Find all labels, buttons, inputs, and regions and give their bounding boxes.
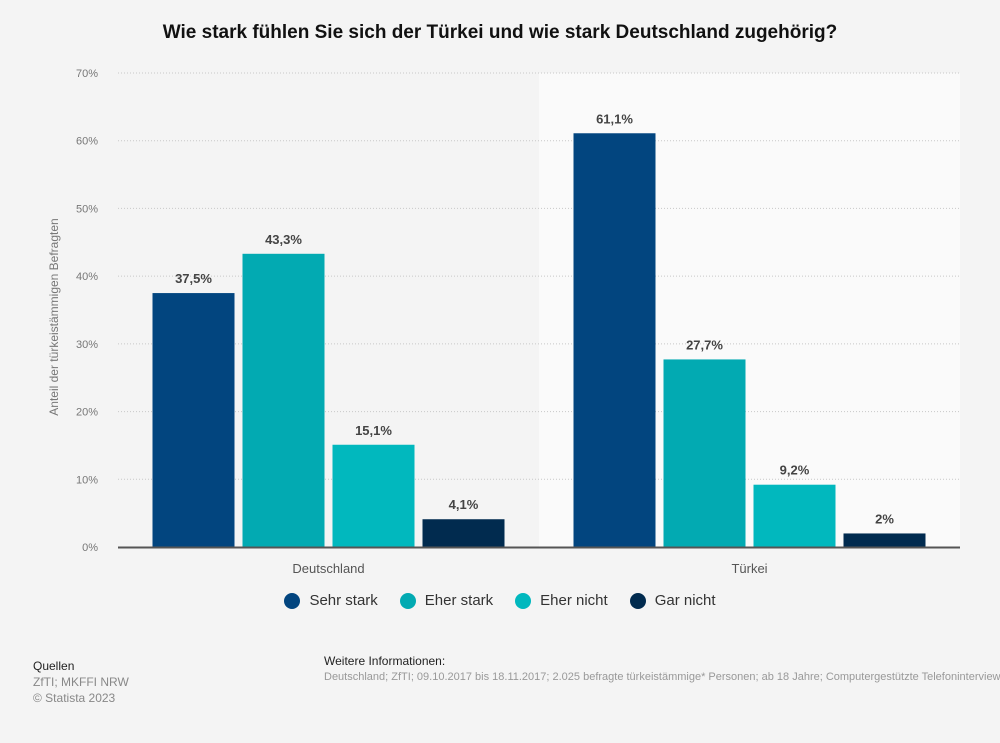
y-tick-label: 10%: [76, 474, 98, 486]
data-label: 4,1%: [449, 497, 479, 512]
legend-item-eher-stark[interactable]: Eher stark: [399, 592, 494, 609]
info-text: Deutschland; ZfTI; 09.10.2017 bis 18.11.…: [324, 671, 1000, 683]
legend-swatch: [284, 592, 301, 609]
legend-swatch: [515, 592, 532, 609]
data-label: 61,1%: [596, 111, 633, 126]
bar[interactable]: [663, 359, 746, 547]
bar[interactable]: [152, 293, 235, 547]
data-label: 43,3%: [265, 232, 302, 247]
data-label: 37,5%: [175, 271, 212, 286]
legend-swatch: [399, 592, 416, 609]
data-label: 15,1%: [355, 423, 392, 438]
y-tick-label: 70%: [76, 68, 98, 80]
legend-item-gar-nicht[interactable]: Gar nicht: [629, 592, 716, 609]
bar[interactable]: [242, 253, 325, 547]
y-tick-label: 0%: [82, 542, 98, 554]
y-tick-label: 60%: [76, 136, 98, 148]
copyright-line: © Statista 2023: [33, 691, 116, 705]
y-tick-label: 30%: [76, 339, 98, 351]
legend-item-sehr-stark[interactable]: Sehr stark: [284, 592, 378, 609]
bar[interactable]: [843, 533, 926, 547]
sources-heading[interactable]: Quellen: [33, 659, 75, 673]
info-heading[interactable]: Weitere Informationen:: [324, 654, 446, 668]
bar[interactable]: [573, 133, 656, 547]
bar[interactable]: [332, 444, 415, 547]
legend-swatch: [629, 592, 646, 609]
y-tick-label: 20%: [76, 407, 98, 419]
legend-item-eher-nicht[interactable]: Eher nicht: [515, 592, 608, 609]
data-label: 27,7%: [686, 337, 723, 352]
bar-chart: 0% 10% 20% 30% 40% 50% 60% 70% 37,5% 43,3% 15,1% 4,…: [76, 68, 960, 576]
bar[interactable]: [753, 484, 836, 547]
info-block: Weitere Informationen: Deutschland; ZfTI…: [324, 653, 1000, 685]
legend-label: Gar nicht: [654, 592, 716, 609]
legend-label: Sehr stark: [309, 592, 378, 609]
x-tick-label: Deutschland: [292, 561, 364, 576]
sources-line: ZfTI; MKFFI NRW: [33, 675, 129, 689]
legend-label: Eher stark: [424, 592, 494, 609]
bar[interactable]: [422, 519, 505, 547]
legend-label: Eher nicht: [540, 592, 608, 609]
x-tick-label: Türkei: [731, 561, 767, 576]
y-tick-label: 50%: [76, 203, 98, 215]
data-label: 9,2%: [780, 463, 810, 478]
data-label: 2%: [875, 511, 894, 526]
y-axis-label: Anteil der türkeistämmigen Befragten: [47, 218, 61, 416]
sources-block: Quellen ZfTI; MKFFI NRW © Statista 2023: [33, 658, 129, 706]
chart-title: Wie stark fühlen Sie sich der Türkei und…: [162, 22, 838, 43]
legend: Sehr stark Eher stark Eher nicht Gar nic…: [0, 592, 1000, 609]
y-tick-label: 40%: [76, 271, 98, 283]
